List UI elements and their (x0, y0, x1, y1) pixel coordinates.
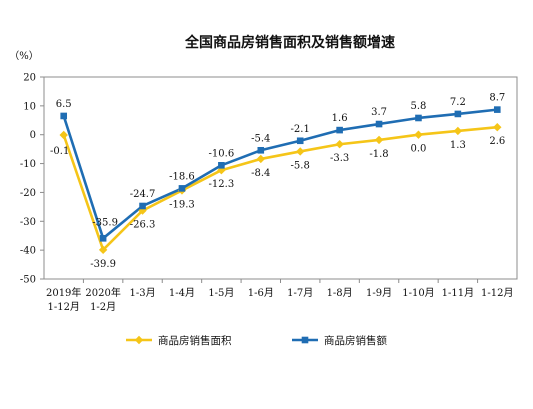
data-label: -19.3 (169, 199, 195, 210)
legend: 商品房销售面积 商品房销售额 (126, 334, 387, 347)
data-point (336, 126, 343, 134)
series-line (62, 125, 498, 252)
y-tick-label: -50 (20, 275, 36, 286)
data-label: 3.7 (371, 107, 387, 118)
data-point (415, 114, 422, 122)
data-point (257, 146, 265, 154)
series-line (62, 108, 498, 240)
x-tick-label: 1-9月 (366, 287, 392, 299)
data-point (375, 120, 383, 128)
x-tick-label: 1-10月 (402, 287, 434, 299)
x-tick-label: 1-2月 (90, 301, 116, 313)
legend-label: 商品房销售额 (324, 334, 387, 347)
data-label: 5.8 (411, 101, 427, 112)
data-label: 2.6 (489, 136, 505, 147)
data-point (178, 185, 186, 192)
data-label: 1.6 (332, 113, 348, 124)
data-point (256, 154, 265, 164)
data-label: -8.4 (251, 168, 270, 179)
data-label: -12.3 (209, 179, 235, 190)
data-label: -1.8 (369, 149, 388, 160)
data-label: -18.6 (169, 171, 195, 182)
data-point (493, 123, 502, 132)
data-point (218, 162, 225, 169)
data-label: 1.3 (450, 140, 466, 151)
chart-title: 全国商品房销售面积及销售额增速 (184, 34, 395, 51)
data-point (99, 235, 107, 242)
legend-item: 商品房销售面积 (126, 334, 232, 347)
y-tick-label: -20 (20, 188, 36, 199)
data-point (139, 202, 146, 210)
data-label: -3.3 (330, 153, 349, 164)
x-tick-label: 1-8月 (327, 287, 353, 299)
data-point (374, 135, 384, 145)
data-point (59, 130, 68, 140)
data-label: -2.1 (291, 124, 310, 135)
data-point (493, 106, 501, 113)
y-tick-label: -10 (20, 159, 36, 170)
y-tick-label: -40 (20, 246, 36, 257)
x-tick-label: 1-12月 (47, 301, 79, 313)
legend-label: 商品房销售面积 (158, 334, 232, 347)
legend-item: 商品房销售额 (292, 334, 387, 347)
x-tick-label: 1-4月 (169, 287, 195, 299)
data-point (296, 147, 305, 156)
data-label: -5.4 (251, 133, 270, 144)
y-tick-label: 10 (23, 101, 36, 112)
y-tick-label: -30 (20, 217, 36, 228)
data-point (453, 126, 463, 136)
plot-frame (43, 76, 518, 280)
data-label: -35.9 (92, 217, 118, 228)
data-point (414, 130, 423, 139)
x-tick-label: 2019年 (46, 286, 81, 299)
y-axis-unit: （%） (9, 50, 39, 62)
data-label: -39.9 (90, 259, 116, 270)
data-label: 7.2 (450, 97, 466, 108)
data-label: -5.8 (291, 160, 310, 171)
x-tick-label: 1-11月 (442, 287, 474, 299)
data-label: -0.1 (50, 146, 69, 157)
legend-marker (301, 336, 309, 344)
data-point (454, 110, 462, 118)
data-point (98, 245, 108, 255)
data-label: 8.7 (489, 93, 505, 104)
data-label: 0.0 (411, 144, 427, 155)
x-tick-label: 1-6月 (248, 287, 274, 299)
y-tick-label: 0 (30, 130, 36, 141)
data-label: 6.5 (56, 99, 72, 110)
legend-marker (134, 335, 144, 345)
plot-area: 20 10 0 -10 -20 -30 -40 -50 2019年 1-12月 2020年 1-2月 1… (20, 73, 518, 313)
x-tick-label: 1-12月 (481, 287, 513, 299)
x-tick-label: 2020年 (85, 286, 120, 299)
x-tick-label: 1-5月 (208, 287, 234, 299)
data-point (296, 137, 304, 145)
data-label: -10.6 (209, 148, 235, 159)
data-point (60, 112, 68, 120)
x-tick-label: 1-3月 (129, 287, 155, 299)
x-tick-label: 1-7月 (287, 287, 313, 299)
data-point (335, 140, 344, 149)
data-label: -26.3 (130, 220, 156, 231)
data-label: -24.7 (130, 189, 156, 200)
y-tick-label: 20 (23, 73, 36, 84)
